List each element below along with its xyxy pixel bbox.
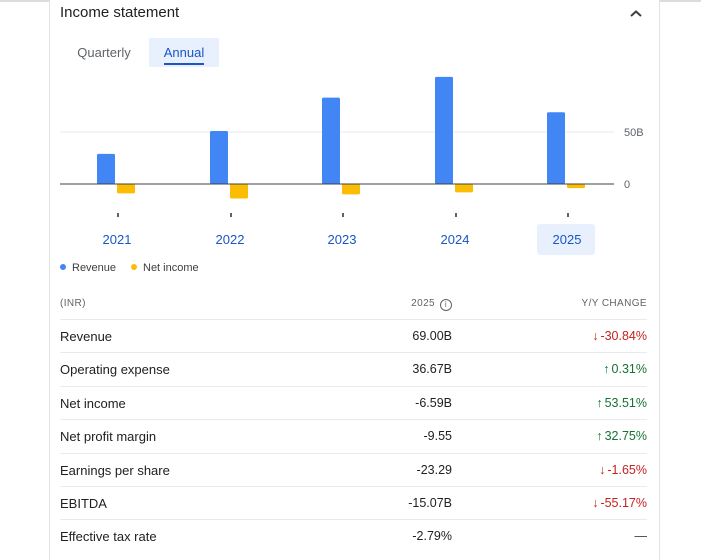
y-tick-label: 50B — [624, 127, 644, 139]
table-row: Effective tax rate -2.79% — — [60, 520, 647, 553]
x-tick-mark — [567, 213, 569, 217]
x-tick-mark — [117, 213, 119, 217]
row-value: -2.79% — [412, 529, 452, 543]
row-value: -15.07B — [408, 496, 452, 510]
legend-revenue-label: Revenue — [72, 262, 117, 274]
row-change-value: 53.51% — [604, 396, 647, 410]
row-value: 69.00B — [412, 329, 452, 343]
row-divider — [60, 386, 647, 387]
revenue-bar[interactable] — [97, 153, 115, 184]
info-icon[interactable]: i — [440, 299, 452, 311]
row-label: Operating expense — [60, 362, 170, 377]
row-change: ↑ 32.75% — [596, 429, 647, 443]
row-change-value: — — [634, 529, 648, 543]
column-header-change: Y/Y CHANGE — [581, 298, 647, 309]
arrow-up-icon: ↑ — [596, 396, 603, 410]
row-divider — [60, 453, 647, 454]
row-change: ↓ -55.17% — [592, 496, 647, 510]
column-header-year: 2025 i — [411, 298, 452, 311]
row-value: -23.29 — [416, 463, 452, 477]
tab-annual[interactable]: Annual — [149, 38, 219, 67]
card-title: Income statement — [60, 4, 180, 21]
table-row: Operating expense 36.67B ↑ 0.31% — [60, 353, 647, 386]
row-change: ↓ -1.65% — [599, 463, 647, 477]
revenue-bar[interactable] — [547, 112, 565, 184]
x-tick-mark — [455, 213, 457, 217]
arrow-down-icon: ↓ — [592, 329, 599, 343]
arrow-up-icon: ↑ — [596, 429, 603, 443]
row-divider — [60, 519, 647, 520]
x-tick-label[interactable]: 2024 — [441, 232, 470, 247]
x-tick-label[interactable]: 2021 — [103, 232, 132, 247]
x-tick-mark — [230, 213, 232, 217]
row-divider — [60, 486, 647, 487]
legend-net-income[interactable]: Net income — [131, 262, 199, 274]
income-statement-card — [49, 0, 660, 560]
row-divider — [60, 419, 647, 420]
net-income-bar[interactable] — [342, 184, 360, 195]
row-value: -6.59B — [415, 396, 452, 410]
table-row: Revenue 69.00B ↓ -30.84% — [60, 320, 647, 353]
revenue-bar[interactable] — [322, 97, 340, 184]
x-tick-label[interactable]: 2025 — [553, 232, 582, 247]
row-label: Effective tax rate — [60, 529, 157, 544]
row-change: — — [635, 529, 648, 543]
net-income-bar[interactable] — [567, 184, 585, 189]
legend-revenue-dot — [60, 264, 66, 270]
row-change-value: 32.75% — [604, 429, 647, 443]
x-tick-label[interactable]: 2022 — [216, 232, 245, 247]
column-header-metric: (INR) — [60, 298, 86, 309]
row-change-value: -30.84% — [600, 329, 647, 343]
tab-selected-indicator — [164, 63, 204, 65]
row-label: Earnings per share — [60, 463, 170, 478]
net-income-bar[interactable] — [117, 184, 135, 194]
arrow-up-icon: ↑ — [603, 362, 610, 376]
row-label: Net income — [60, 396, 126, 411]
row-label: EBITDA — [60, 496, 107, 511]
column-header-year-label: 2025 — [411, 298, 435, 309]
row-change-value: 0.31% — [611, 362, 647, 376]
income-chart: 2021 2022 2023 2024 2025 50B 0 — [60, 76, 644, 255]
table-row: Earnings per share -23.29 ↓ -1.65% — [60, 454, 647, 487]
tab-annual-label: Annual — [163, 45, 205, 60]
arrow-down-icon: ↓ — [592, 496, 599, 510]
legend-net-income-dot — [131, 264, 137, 270]
revenue-bar[interactable] — [435, 76, 453, 184]
row-change: ↑ 0.31% — [603, 362, 647, 376]
row-label: Revenue — [60, 329, 113, 344]
row-divider — [60, 352, 647, 353]
row-change: ↑ 53.51% — [596, 396, 647, 410]
net-income-bar[interactable] — [455, 184, 473, 193]
y-tick-label: 0 — [624, 179, 630, 191]
table-row: EBITDA -15.07B ↓ -55.17% — [60, 487, 647, 520]
table-row: Net income -6.59B ↑ 53.51% — [60, 387, 647, 420]
row-change-value: -1.65% — [607, 463, 647, 477]
x-tick-label[interactable]: 2023 — [328, 232, 357, 247]
row-value: 36.67B — [412, 362, 452, 376]
row-change-value: -55.17% — [600, 496, 647, 510]
arrow-down-icon: ↓ — [599, 463, 606, 477]
collapse-button[interactable] — [624, 4, 648, 22]
row-value: -9.55 — [423, 429, 453, 443]
x-tick-mark — [342, 213, 344, 217]
chevron-up-icon — [630, 10, 642, 17]
row-divider — [60, 319, 647, 320]
table-row: Net profit margin -9.55 ↑ 32.75% — [60, 420, 647, 453]
revenue-bar[interactable] — [210, 130, 228, 184]
row-label: Net profit margin — [60, 429, 157, 444]
legend-revenue[interactable]: Revenue — [60, 262, 116, 274]
legend-net-income-label: Net income — [143, 262, 199, 274]
selected-year-highlight — [537, 224, 595, 255]
net-income-bar[interactable] — [230, 184, 248, 199]
row-change: ↓ -30.84% — [592, 329, 647, 343]
tab-quarterly[interactable]: Quarterly — [77, 45, 131, 60]
